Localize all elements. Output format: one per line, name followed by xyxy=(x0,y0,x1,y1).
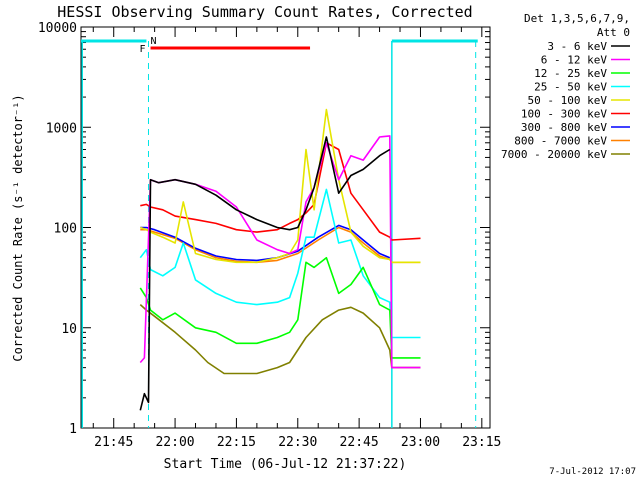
series-line xyxy=(140,142,421,241)
legend-item-label: 300 - 800 keV xyxy=(521,121,607,134)
series-line xyxy=(140,108,421,264)
series-line xyxy=(139,136,391,411)
series-lines xyxy=(139,108,421,411)
x-tick-label: 22:30 xyxy=(278,435,317,450)
legend-item-label: 3 - 6 keV xyxy=(547,40,607,53)
x-tick-label: 22:00 xyxy=(155,435,194,450)
x-axis-label: Start Time (06-Jul-12 21:37:22) xyxy=(164,457,407,472)
y-tick-label: 1000 xyxy=(46,121,77,136)
legend-item-label: 800 - 7000 keV xyxy=(514,135,607,148)
plot-area: 1 10 100 1000 10000 21:45 22:00 22:15 22:30 22:4… xyxy=(38,21,502,450)
y-tick-label: 1 xyxy=(69,422,77,437)
legend-item-label: 100 - 300 keV xyxy=(521,108,607,121)
legend-item-label: 50 - 100 keV xyxy=(528,94,608,107)
y-tick-label: 100 xyxy=(54,222,77,237)
timestamp: 7-Jul-2012 17:07 xyxy=(549,467,636,477)
series-line xyxy=(140,226,421,264)
legend-item-label: 25 - 50 keV xyxy=(534,81,607,94)
x-axis-ticks: 21:45 22:00 22:15 22:30 22:45 23:00 23:15 xyxy=(92,27,501,450)
y-axis-ticks: 1 10 100 1000 10000 xyxy=(38,21,490,437)
x-tick-label: 23:15 xyxy=(462,435,501,450)
x-tick-label: 22:45 xyxy=(340,435,379,450)
night-label: N xyxy=(150,36,156,47)
flare-label: F xyxy=(140,44,146,55)
legend-item-label: 7000 - 20000 keV xyxy=(501,148,607,161)
x-tick-label: 23:00 xyxy=(401,435,440,450)
chart-title: HESSI Observing Summary Count Rates, Cor… xyxy=(57,3,472,21)
y-tick-label: 10 xyxy=(61,322,77,337)
series-line xyxy=(140,224,391,262)
legend-item-label: 6 - 12 keV xyxy=(541,54,608,67)
series-line xyxy=(139,304,421,375)
y-axis-label: Corrected Count Rate (s⁻¹ detector⁻¹) xyxy=(11,94,25,361)
x-tick-label: 21:45 xyxy=(94,435,133,450)
observing-markers: NF xyxy=(81,36,478,428)
x-tick-label: 22:15 xyxy=(217,435,256,450)
y-tick-label: 10000 xyxy=(38,21,77,36)
legend-header-detectors: Det 1,3,5,6,7,9, xyxy=(524,12,630,25)
legend-item-label: 12 - 25 keV xyxy=(534,67,607,80)
series-line xyxy=(139,256,421,359)
series-line xyxy=(139,188,421,339)
legend-header-attenuator: Att 0 xyxy=(597,26,630,39)
